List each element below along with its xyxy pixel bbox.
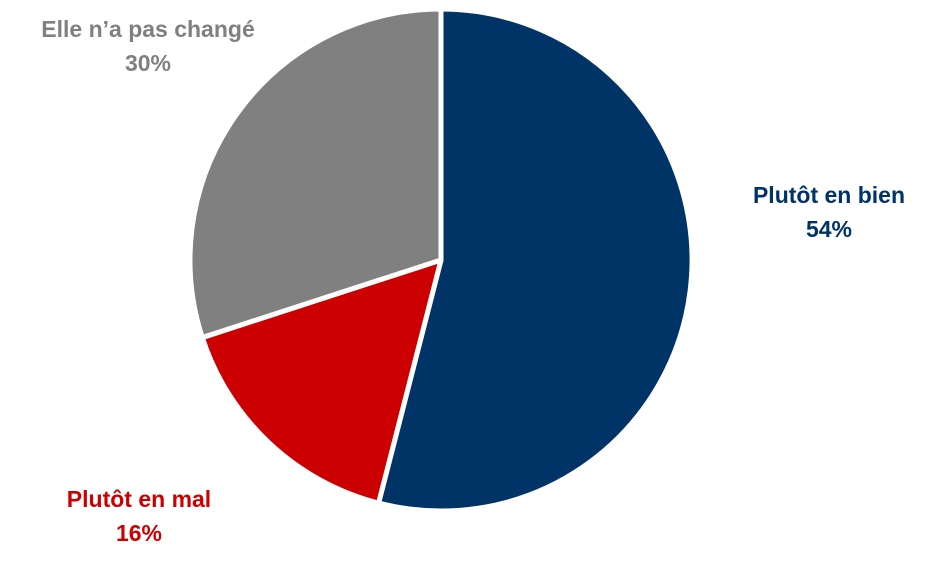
pie-slice-0 — [376, 6, 695, 514]
slice-label-plutot-en-bien: Plutôt en bien 54% — [706, 178, 937, 246]
slice-label-plutot-en-mal: Plutôt en mal 16% — [16, 482, 262, 550]
slice-label-text: Elle n’a pas changé — [41, 16, 255, 42]
slice-label-text: Plutôt en bien — [752, 182, 906, 208]
slice-label-elle-na-pas-change: Elle n’a pas changé 30% — [0, 12, 296, 80]
pie-slice-2 — [187, 6, 444, 341]
slice-label-value: 30% — [124, 50, 172, 76]
slice-label-value: 16% — [115, 520, 163, 546]
slice-label-value: 54% — [805, 216, 853, 242]
slice-label-text: Plutôt en mal — [66, 486, 212, 512]
